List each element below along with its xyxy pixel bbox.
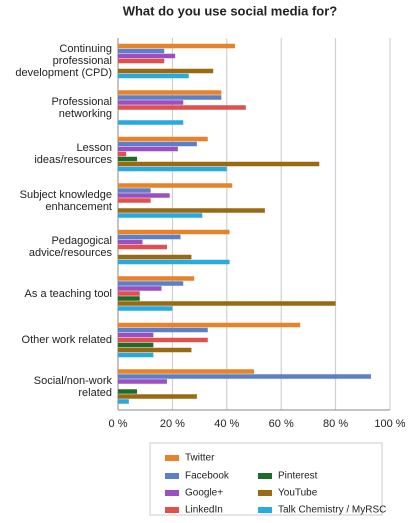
bar [118, 347, 192, 353]
legend-swatch [165, 455, 179, 461]
legend-swatch [165, 473, 179, 479]
bar [118, 43, 235, 49]
bar [118, 58, 165, 64]
x-tick-label: 20 % [160, 418, 185, 430]
y-tick-label: Professional networking [51, 95, 112, 120]
category-label-box: Continuing professional development (CPD… [15, 43, 112, 80]
bar [118, 136, 208, 142]
bar [118, 286, 162, 291]
x-tick-label: 0 % [109, 418, 128, 430]
y-tick-label: Other work related [21, 334, 112, 347]
bar [118, 374, 371, 379]
bar [118, 156, 138, 162]
bar [118, 151, 127, 157]
legend-label: Talk Chemistry / MyRSC [278, 505, 386, 516]
bar [118, 234, 181, 240]
bar [118, 73, 189, 79]
bar [118, 281, 184, 286]
category-label-box: Professional networking [51, 95, 112, 120]
y-tick-label: Continuing professional development (CPD… [15, 43, 112, 80]
x-tick-label: 80 % [323, 418, 348, 430]
category-label-box: Social/non-work related [33, 374, 112, 399]
legend-label: YouTube [278, 488, 318, 499]
bar [118, 337, 208, 343]
legend-label: LinkedIn [185, 505, 223, 516]
y-tick-label: Pedagogical advice/resources [28, 235, 112, 260]
bar [118, 291, 140, 296]
bar [118, 90, 222, 95]
bar [118, 183, 233, 188]
bar [118, 244, 167, 250]
legend-swatch [258, 507, 272, 513]
legend-swatch [165, 507, 179, 513]
legend-label: Google+ [185, 488, 223, 499]
bar [118, 53, 176, 59]
category-label-box: Pedagogical advice/resources [28, 235, 112, 260]
x-tick-label: 40 % [214, 418, 239, 430]
bar [118, 161, 320, 167]
bar [118, 352, 154, 358]
bar [118, 389, 138, 394]
legend-swatch [258, 490, 272, 496]
legend-label: Pinterest [278, 471, 318, 482]
bar [118, 259, 230, 265]
bar [118, 379, 167, 384]
bar [118, 193, 170, 198]
bar [118, 213, 203, 218]
bar [118, 276, 195, 281]
y-tick-label: Social/non-work related [33, 374, 112, 399]
legend-label: Twitter [185, 453, 215, 464]
bar [118, 301, 336, 306]
y-tick-label: Lesson ideas/resources [34, 142, 112, 167]
bar [118, 141, 197, 147]
x-tick-label: 60 % [269, 418, 294, 430]
bar [118, 399, 129, 404]
chart-title: What do you use social media for? [123, 3, 338, 18]
y-tick-label: As a teaching tool [24, 287, 112, 300]
bar [118, 188, 151, 193]
legend-box [149, 442, 383, 516]
bar [118, 306, 173, 311]
category-label-box: Other work related [21, 334, 112, 347]
bar [118, 95, 222, 100]
bar [118, 208, 265, 213]
legend-label: Facebook [185, 471, 230, 482]
bar [118, 120, 184, 125]
bar [118, 105, 246, 110]
bar [118, 332, 154, 338]
legend-swatch [258, 473, 272, 479]
x-tick-label: 100 % [374, 418, 405, 430]
bar [118, 229, 230, 235]
bar [118, 394, 197, 399]
bar [118, 146, 178, 152]
category-label-box: Subject knowledge enhancement [19, 188, 112, 213]
bar [118, 68, 214, 74]
bar [118, 296, 140, 301]
bar [118, 198, 151, 203]
bar [118, 254, 192, 260]
y-tick-label: Subject knowledge enhancement [19, 188, 112, 213]
category-label-box: As a teaching tool [24, 287, 112, 300]
bar [118, 48, 165, 54]
category-label-box: Lesson ideas/resources [34, 142, 112, 167]
bar [118, 100, 184, 105]
bar [118, 369, 254, 374]
bar [118, 327, 208, 333]
legend-swatch [165, 490, 179, 496]
bar [118, 342, 154, 348]
bar [118, 166, 227, 172]
bar [118, 322, 301, 328]
bar [118, 239, 143, 245]
